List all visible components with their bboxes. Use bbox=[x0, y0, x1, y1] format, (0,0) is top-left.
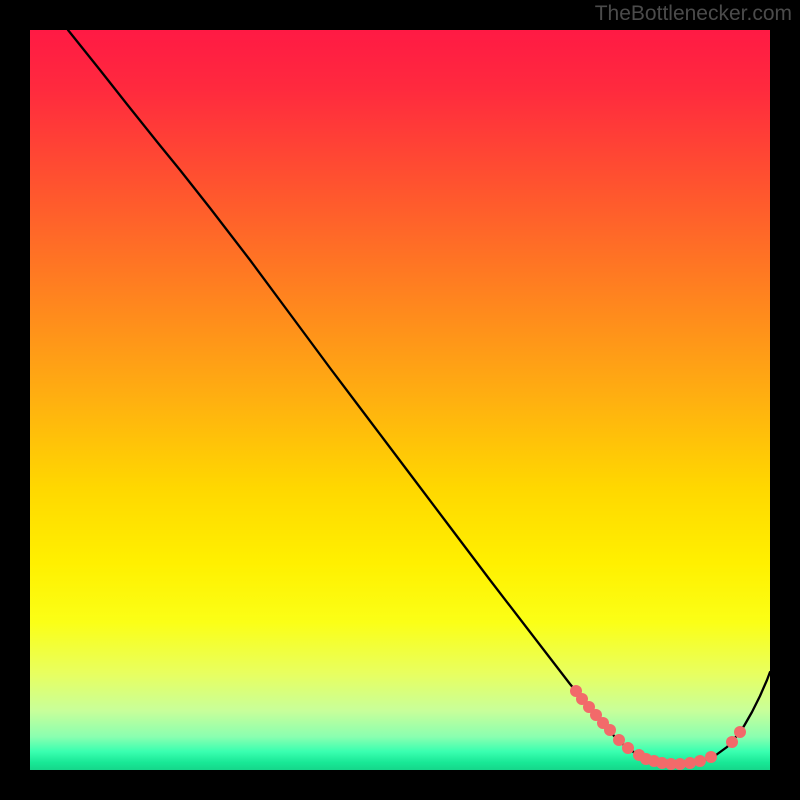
chart-plot-area bbox=[30, 30, 770, 770]
chart-curve-layer bbox=[30, 30, 770, 770]
bottleneck-curve bbox=[68, 30, 770, 764]
data-point-marker bbox=[734, 726, 746, 738]
data-point-marker bbox=[726, 736, 738, 748]
data-point-marker bbox=[684, 757, 696, 769]
data-point-marker bbox=[613, 734, 625, 746]
watermark-text: TheBottlenecker.com bbox=[595, 2, 792, 26]
data-point-marker bbox=[705, 751, 717, 763]
data-point-marker bbox=[604, 724, 616, 736]
data-point-marker bbox=[622, 742, 634, 754]
data-point-marker bbox=[694, 755, 706, 767]
